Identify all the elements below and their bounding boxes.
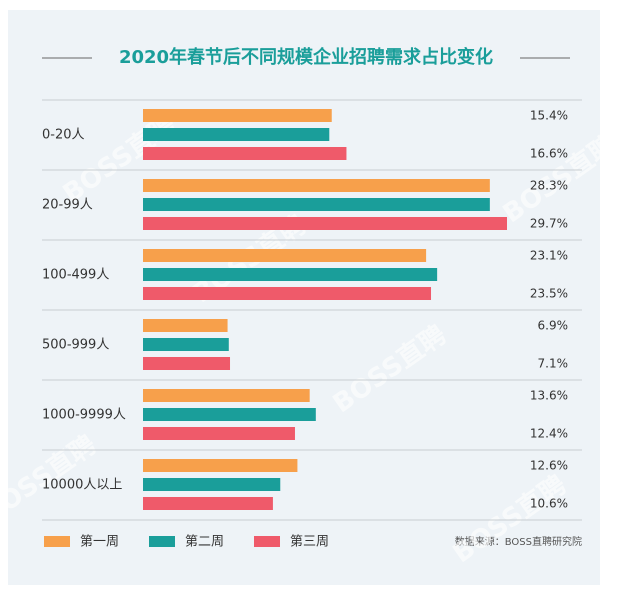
bar bbox=[143, 268, 438, 281]
bar bbox=[143, 319, 228, 332]
y-tick-label: 10000人以上 bbox=[42, 478, 122, 493]
value-label: 23.1% bbox=[530, 249, 568, 263]
bar bbox=[143, 408, 316, 421]
value-label: 12.6% bbox=[530, 459, 568, 473]
bar bbox=[143, 217, 507, 230]
legend-swatch bbox=[254, 536, 280, 547]
legend-swatch bbox=[149, 536, 175, 547]
legend-label: 第三周 bbox=[290, 535, 329, 550]
y-tick-label: 100-499人 bbox=[42, 268, 109, 283]
bar bbox=[143, 179, 490, 192]
bar bbox=[143, 338, 229, 351]
legend-label: 第一周 bbox=[80, 535, 119, 550]
legend-label: 第二周 bbox=[185, 535, 224, 550]
bar bbox=[143, 287, 432, 300]
bar bbox=[143, 147, 347, 160]
bar bbox=[143, 478, 281, 491]
bar bbox=[143, 459, 298, 472]
bar bbox=[143, 427, 295, 440]
value-label: 13.6% bbox=[530, 389, 568, 403]
source-note: 数据来源：BOSS直聘研究院 bbox=[455, 535, 582, 548]
bar bbox=[143, 109, 332, 122]
bar bbox=[143, 249, 427, 262]
value-label: 16.6% bbox=[530, 147, 568, 161]
y-tick-label: 0-20人 bbox=[42, 128, 85, 143]
chart-title: 2020年春节后不同规模企业招聘需求占比变化 bbox=[119, 46, 493, 68]
value-label: 7.1% bbox=[538, 357, 569, 371]
value-label: 6.9% bbox=[538, 319, 569, 333]
y-tick-label: 500-999人 bbox=[42, 338, 109, 353]
bar bbox=[143, 198, 490, 211]
bar bbox=[143, 357, 231, 370]
value-label: 15.4% bbox=[530, 109, 568, 123]
value-label: 12.4% bbox=[530, 427, 568, 441]
y-tick-label: 20-99人 bbox=[42, 198, 93, 213]
y-tick-label: 1000-9999人 bbox=[42, 408, 126, 423]
value-label: 10.6% bbox=[530, 497, 568, 511]
value-label: 28.3% bbox=[530, 179, 568, 193]
value-label: 23.5% bbox=[530, 287, 568, 301]
bar bbox=[143, 497, 273, 510]
legend-swatch bbox=[44, 536, 70, 547]
bar bbox=[143, 128, 330, 141]
bar bbox=[143, 389, 310, 402]
value-label: 29.7% bbox=[530, 217, 568, 231]
